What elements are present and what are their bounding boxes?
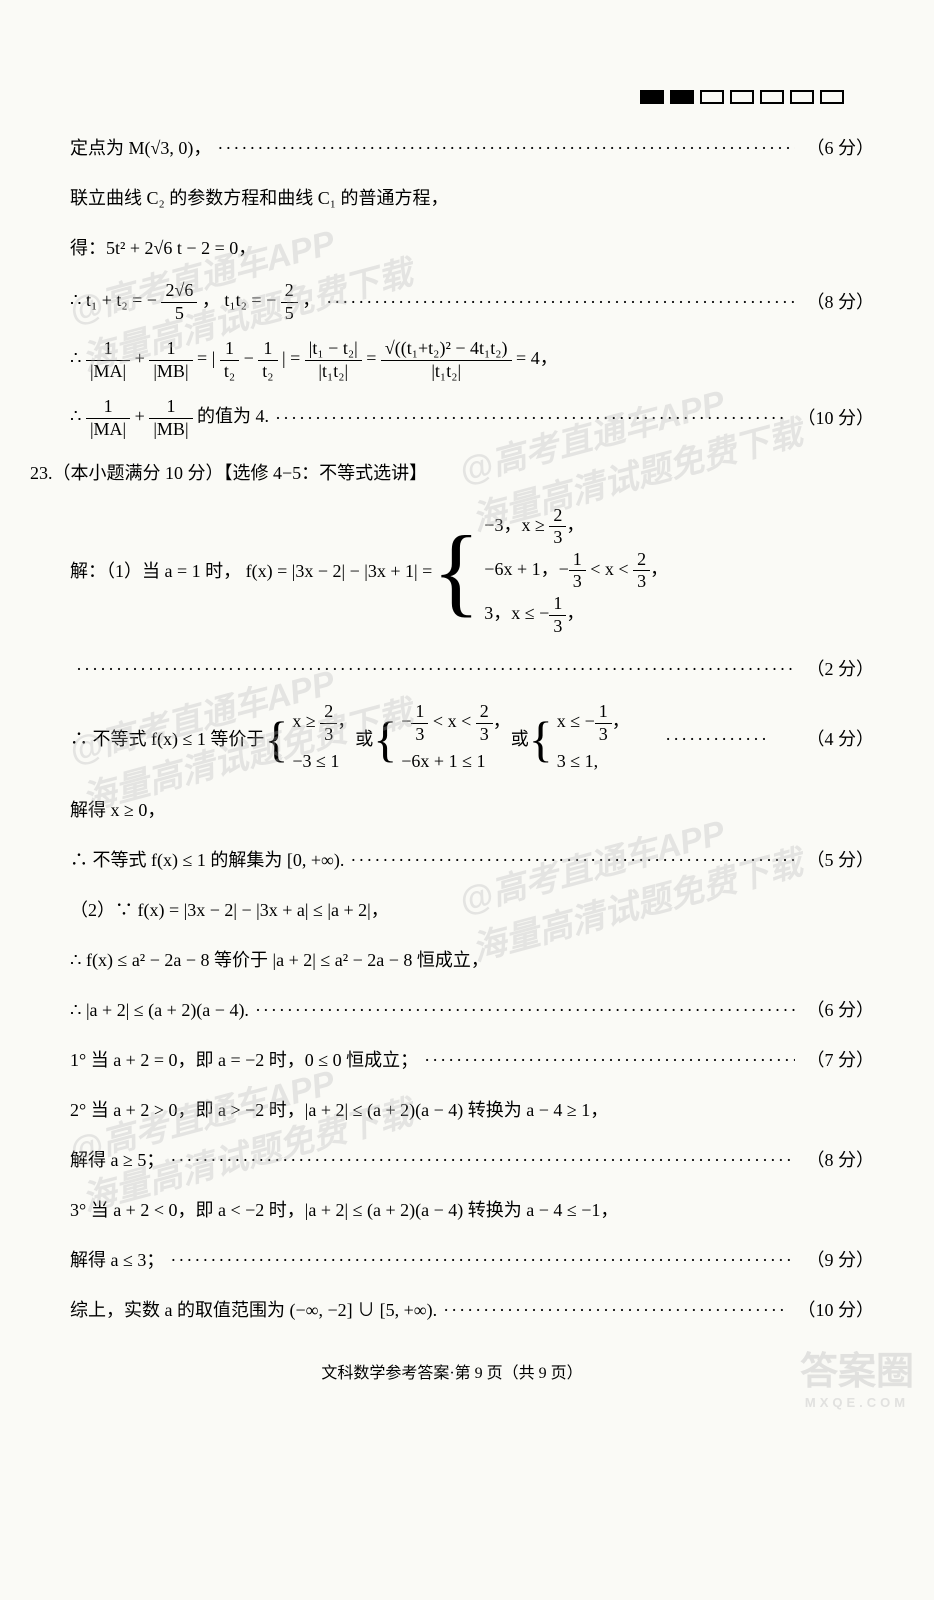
math-text: 定点为 M(√3, 0)， xyxy=(70,130,211,166)
exam-page: @高考直通车APP海量高清试题免费下载 @高考直通车APP海量高清试题免费下载 … xyxy=(0,0,934,1430)
brace-icon: { xyxy=(373,701,397,778)
leader-dots: ········································… xyxy=(350,842,794,878)
score: （2 分） xyxy=(807,651,875,687)
fraction: 1|MA| xyxy=(86,338,130,382)
solution-line: 得：5t² + 2√6 t − 2 = 0， xyxy=(30,230,874,266)
piecewise: { −3，x ≥ 23， −6x + 1，−13 < x < 23， 3，x ≤… xyxy=(432,505,668,638)
solution-line: 解得 a ≤ 3； ······························… xyxy=(30,1242,874,1278)
marker-row xyxy=(640,90,844,104)
case: −6x + 1，−13 < x < 23， xyxy=(484,549,668,593)
marker xyxy=(730,90,754,104)
brace-icon: { xyxy=(529,701,553,778)
brace-icon: { xyxy=(264,701,288,778)
solution-line: ∴ t₁ + t₂ = − 2√65 ， t₁t₂ = − 25 ， ·····… xyxy=(30,280,874,324)
leader-dots: ········································… xyxy=(326,284,794,320)
brace-icon: { xyxy=(432,505,480,638)
leader-dots: ········································… xyxy=(217,130,794,166)
marker xyxy=(700,90,724,104)
case: −3，x ≥ 23， xyxy=(484,505,668,549)
solution-line: 联立曲线 C₂ 的参数方程和曲线 C₁ 的普通方程， xyxy=(30,180,874,216)
score: （7 分） xyxy=(807,1042,875,1078)
footer-watermark: 答案圈 MXQE.COM xyxy=(800,1340,914,1410)
leader-dots: ········································… xyxy=(76,651,795,687)
math-text: 联立曲线 C₂ 的参数方程和曲线 C₁ 的普通方程， xyxy=(70,188,449,208)
fraction: |t₁ − t₂||t₁t₂| xyxy=(305,338,362,382)
fraction: 1|MB| xyxy=(149,338,192,382)
solution-line: 定点为 M(√3, 0)， ··························… xyxy=(30,130,874,166)
score: （6 分） xyxy=(807,992,875,1028)
solution-line: ∴ f(x) ≤ a² − 2a − 8 等价于 |a + 2| ≤ a² − … xyxy=(30,942,874,978)
fraction: 1t₂ xyxy=(258,338,277,382)
math-text: 得：5t² + 2√6 t − 2 = 0， xyxy=(70,238,256,258)
case-group: { x ≤ −13， 3 ≤ 1, xyxy=(529,701,630,778)
solution-line: 1° 当 a + 2 = 0，即 a = −2 时，0 ≤ 0 恒成立； ···… xyxy=(30,1042,874,1078)
case-group: { −13 < x < 23， −6x + 1 ≤ 1 xyxy=(373,701,510,778)
question-header: 23.（本小题满分 10 分）【选修 4−5：不等式选讲】 xyxy=(30,455,874,491)
solution-line: 3° 当 a + 2 < 0，即 a < −2 时，|a + 2| ≤ (a +… xyxy=(30,1192,874,1228)
solution-line: （2）∵ f(x) = |3x − 2| − |3x + a| ≤ |a + 2… xyxy=(30,892,874,928)
content: 定点为 M(√3, 0)， ··························… xyxy=(30,130,874,1390)
solution-line: ∴ |a + 2| ≤ (a + 2)(a − 4). ············… xyxy=(30,992,874,1028)
score: （10 分） xyxy=(798,1292,875,1328)
marker xyxy=(760,90,784,104)
leader-dots: ········································… xyxy=(665,721,765,757)
score: （5 分） xyxy=(807,842,875,878)
leader-dots: ········································… xyxy=(170,1242,794,1278)
solution-line: ∴ 1|MA| + 1|MB| = | 1t₂ − 1t₂ | = |t₁ − … xyxy=(30,338,874,382)
solution-line: 解：（1）当 a = 1 时， f(x) = |3x − 2| − |3x + … xyxy=(30,505,874,638)
score: （8 分） xyxy=(807,284,875,320)
score: （8 分） xyxy=(807,1142,875,1178)
score: （10 分） xyxy=(798,400,875,436)
leader-dots: ········································… xyxy=(170,1142,794,1178)
marker xyxy=(820,90,844,104)
fraction: 1|MA| xyxy=(86,396,130,440)
fraction: 25 xyxy=(281,280,298,324)
page-footer: 文科数学参考答案·第 9 页（共 9 页） xyxy=(30,1358,874,1390)
solution-line: 解得 x ≥ 0， xyxy=(30,792,874,828)
marker xyxy=(790,90,814,104)
math-text: ∴ 1|MA| + 1|MB| 的值为 4. xyxy=(70,396,269,440)
marker xyxy=(670,90,694,104)
solution-line: ∴ 不等式 f(x) ≤ 1 的解集为 [0, +∞). ···········… xyxy=(30,842,874,878)
solution-line: 解得 a ≥ 5； ······························… xyxy=(30,1142,874,1178)
solution-line: 综上，实数 a 的取值范围为 (−∞, −2] ∪ [5, +∞). ·····… xyxy=(30,1292,874,1328)
score: （6 分） xyxy=(807,130,875,166)
fraction: √((t₁+t₂)² − 4t₁t₂)|t₁t₂| xyxy=(381,338,512,382)
marker xyxy=(640,90,664,104)
case: 3，x ≤ −13， xyxy=(484,593,668,637)
fraction: 1t₂ xyxy=(220,338,239,382)
leader-dots: ········································… xyxy=(275,400,785,436)
score-line: ········································… xyxy=(30,651,874,687)
fraction: 1|MB| xyxy=(149,396,192,440)
math-text: ∴ t₁ + t₂ = − 2√65 ， t₁t₂ = − 25 ， xyxy=(70,280,320,324)
score: （9 分） xyxy=(807,1242,875,1278)
leader-dots: ········································… xyxy=(443,1292,785,1328)
solution-line: 2° 当 a + 2 > 0，即 a > −2 时，|a + 2| ≤ (a +… xyxy=(30,1092,874,1128)
fraction: 2√65 xyxy=(161,280,197,324)
solution-line: ∴ 1|MA| + 1|MB| 的值为 4. ·················… xyxy=(30,396,874,440)
solution-line: ∴ 不等式 f(x) ≤ 1 等价于 { x ≥ 23， −3 ≤ 1 或 { … xyxy=(30,701,874,778)
case-group: { x ≥ 23， −3 ≤ 1 xyxy=(264,701,355,778)
leader-dots: ········································… xyxy=(255,992,795,1028)
leader-dots: ········································… xyxy=(424,1042,794,1078)
score: （4 分） xyxy=(806,721,874,757)
